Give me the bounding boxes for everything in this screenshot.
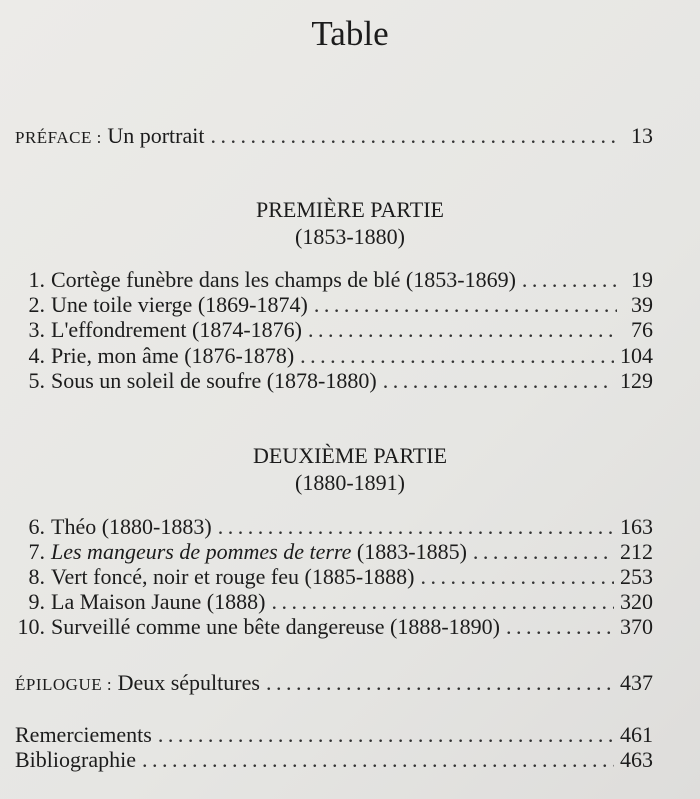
entry-title: La Maison Jaune (1888)	[51, 589, 266, 614]
chapter-number: 7.	[28, 539, 46, 564]
toc-entry-epilogue: ÉPILOGUE : Deux sépultures 437	[15, 670, 653, 696]
page-number: 163	[620, 514, 653, 539]
toc-entry-bibliography: Bibliographie 463	[15, 747, 653, 773]
chapter-number: 6.	[28, 514, 46, 539]
dot-leader	[158, 722, 614, 748]
dot-leader	[266, 670, 614, 696]
page-number: 129	[620, 368, 653, 393]
dot-leader	[300, 343, 614, 369]
page-number: 253	[620, 564, 653, 589]
entry-title: Bibliographie	[15, 747, 136, 772]
chapter-number: 5.	[28, 368, 46, 393]
entry-title: Sous un soleil de soufre (1878-1880)	[51, 368, 377, 393]
entry-title: Surveillé comme une bête dangereuse (188…	[51, 614, 501, 639]
part-dates: (1880-1891)	[295, 470, 405, 495]
part-heading: DEUXIÈME PARTIE	[252, 443, 448, 468]
toc-entry: 1. Cortège funèbre dans les champs de blé…	[15, 267, 654, 293]
entry-title: L'effondrement (1874-1876)	[51, 317, 302, 342]
chapter-number: 9.	[28, 589, 46, 614]
entry-title: Un portrait	[107, 123, 205, 148]
toc-entry: 4.Prie, mon âme (1876-1878) 104	[15, 343, 654, 369]
chapter-number: 3.	[28, 317, 46, 342]
dot-leader	[473, 539, 614, 565]
toc-entry: 6.Théo (1880-1883) 163	[15, 514, 654, 540]
chapter-number: 4.	[28, 343, 46, 368]
toc-entry: 7. Les mangeurs de pommes de terre (1883-…	[15, 539, 654, 565]
page-number: 19	[631, 267, 653, 292]
entry-title: Théo (1880-1883)	[51, 514, 212, 539]
page-number: 461	[620, 722, 653, 747]
page-title: Table	[311, 14, 389, 53]
page-number: 320	[620, 589, 653, 614]
dot-leader	[211, 123, 618, 149]
page-number: 76	[631, 317, 653, 342]
part-dates: (1853-1880)	[295, 224, 405, 249]
page-number: 370	[620, 614, 653, 639]
page-number: 39	[631, 292, 653, 317]
dot-leader	[271, 589, 614, 615]
chapter-number: 1.	[28, 267, 46, 292]
preface-prefix: PRÉFACE :	[15, 128, 102, 147]
dot-leader	[506, 614, 614, 640]
toc-entry: 8. Vert foncé, noir et rouge feu (1885-18…	[15, 564, 654, 590]
dot-leader	[383, 368, 614, 394]
dot-leader	[218, 514, 614, 540]
toc-entry: 5.Sous un soleil de soufre (1878-1880) 12…	[15, 368, 654, 394]
page-number: 212	[620, 539, 653, 564]
entry-title: Remerciements	[15, 722, 152, 747]
part-heading: PREMIÈRE PARTIE	[256, 197, 444, 222]
chapter-number: 10.	[17, 614, 46, 639]
dot-leader	[522, 267, 617, 293]
toc-entry-acknowledgements: Remerciements 461	[15, 722, 653, 748]
entry-title: Une toile vierge (1869-1874)	[51, 292, 308, 317]
toc-entry-preface: PRÉFACE : Un portrait 13	[15, 123, 653, 149]
entry-title-italic: Les mangeurs de pommes de terre	[51, 539, 352, 564]
dot-leader	[420, 564, 614, 590]
entry-title: Vert foncé, noir et rouge feu (1885-1888…	[51, 564, 415, 589]
dot-leader	[314, 292, 617, 318]
page-number: 463	[620, 747, 653, 772]
entry-title: (1883-1885)	[351, 539, 467, 564]
page-number: 13	[631, 123, 653, 148]
toc-entry: 2.Une toile vierge (1869-1874) 39	[15, 292, 654, 318]
toc-entry: 10. Surveillé comme une bête dangereuse (…	[15, 614, 654, 640]
page-number: 104	[620, 343, 653, 368]
chapter-number: 8.	[28, 564, 46, 589]
entry-title: Prie, mon âme (1876-1878)	[51, 343, 295, 368]
entry-title: Deux sépultures	[117, 670, 260, 695]
chapter-number: 2.	[28, 292, 46, 317]
toc-entry: 3.L'effondrement (1874-1876) 76	[15, 317, 654, 343]
epilogue-prefix: ÉPILOGUE :	[15, 675, 113, 694]
dot-leader	[142, 747, 614, 773]
toc-entry: 9.La Maison Jaune (1888) 320	[15, 589, 654, 615]
page-number: 437	[620, 670, 653, 695]
dot-leader	[308, 317, 617, 343]
entry-title: Cortège funèbre dans les champs de blé (…	[51, 267, 516, 292]
